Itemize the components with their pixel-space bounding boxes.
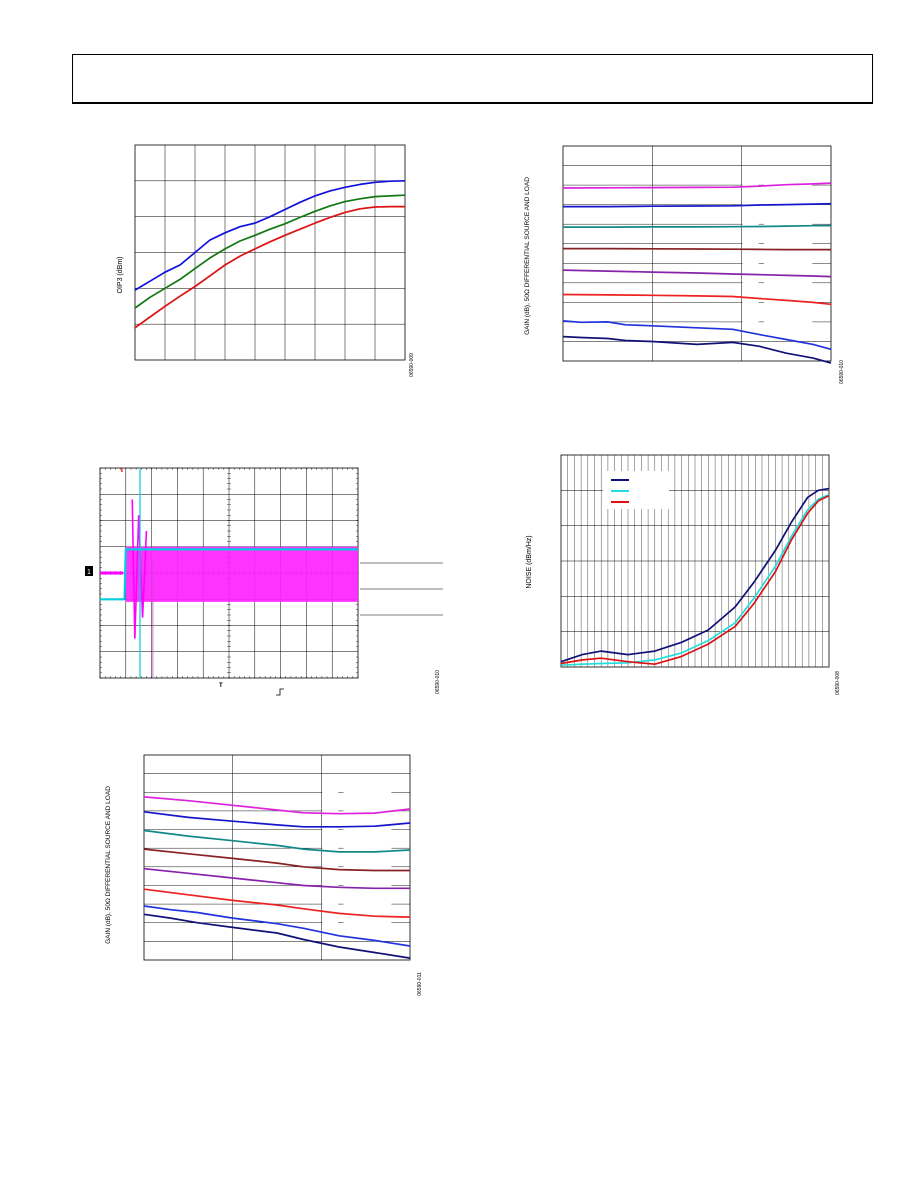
oip3-series-2	[134, 205, 405, 329]
gain-a-chart: GAIN (dB), 50Ω DIFFERENTIAL SOURCE AND L…	[524, 145, 845, 384]
gain-b-chart: GAIN (dB), 50Ω DIFFERENTIAL SOURCE AND L…	[105, 754, 423, 996]
noise-grid	[560, 454, 830, 668]
transient-cyan-step	[100, 548, 358, 601]
page-header	[72, 54, 873, 104]
gain_a-series-1	[563, 202, 832, 208]
gain_a-series-0	[562, 182, 832, 189]
oip3-series	[134, 179, 406, 329]
gain_b-series-1	[143, 810, 411, 828]
gain_b-series-5	[143, 888, 411, 918]
gain_a-series-6	[562, 320, 832, 351]
gain_b-series-2	[143, 829, 411, 853]
transient-burst-band	[125, 546, 358, 602]
oip3-ylabel: OIP3 (dBm)	[117, 257, 124, 294]
oip3-grid	[134, 144, 406, 361]
transient-ringing	[131, 499, 148, 639]
transient-annotations: 1 T	[85, 562, 443, 696]
gain_a-series-7	[562, 335, 832, 364]
noise-chart: NOISE (dBm/Hz) 06590-008	[526, 454, 841, 695]
noise-series-0	[560, 487, 830, 663]
gain-b-grid	[143, 754, 411, 961]
oip3-series-0	[134, 179, 406, 291]
gain-a-ylabel: GAIN (dB), 50Ω DIFFERENTIAL SOURCE AND L…	[524, 177, 531, 335]
transient-chart: 1 T 06590-010	[85, 467, 443, 696]
gain_b-series-0	[143, 796, 411, 815]
gain_b-plot-frame	[143, 754, 411, 961]
gain_b-series-7	[143, 913, 411, 959]
gain-b-series	[143, 796, 411, 959]
gain_b-series-6	[143, 905, 411, 947]
channel-marker: 1	[87, 569, 91, 576]
noise-series-1	[560, 493, 830, 667]
gain_a-series-3	[563, 247, 831, 251]
gain-a-ylabel-text: GAIN (dB), 50Ω DIFFERENTIAL SOURCE AND L…	[524, 177, 531, 335]
noise-legend	[603, 471, 669, 509]
gain-b-ylabel-text: GAIN (dB), 50Ω DIFFERENTIAL SOURCE AND L…	[105, 786, 112, 944]
channel-marker-box	[85, 566, 93, 576]
gain-b-ylabel: GAIN (dB), 50Ω DIFFERENTIAL SOURCE AND L…	[105, 786, 112, 944]
noise-series	[560, 487, 830, 667]
gain-a-grid	[562, 145, 832, 362]
oip3-figure-code: 06590-009	[409, 353, 415, 377]
gain_a-series-5	[562, 293, 832, 306]
gain_a-series-2	[563, 224, 832, 228]
oip3-chart: OIP3 (dBm) 06590-009	[117, 144, 415, 377]
noise-series-2	[560, 494, 830, 666]
gain_a-plot-frame	[562, 145, 832, 362]
transient-figure-code: 06590-010	[435, 670, 441, 694]
gain-a-figure-code: 06590-010	[839, 360, 845, 384]
oip3-series-1	[134, 194, 406, 309]
trigger-marker: T	[219, 683, 223, 689]
level-marker	[276, 688, 284, 696]
transient-series	[100, 468, 358, 678]
gain_b-series-3	[143, 848, 410, 872]
gain-b-figure-code: 06590-011	[417, 972, 423, 996]
gain_b-series-4	[143, 867, 410, 890]
gain-a-series	[562, 182, 832, 364]
noise-ylabel: NOISE (dBm/Hz)	[526, 535, 533, 588]
noise-figure-code: 06590-008	[835, 671, 841, 695]
gain_a-series-4	[562, 269, 832, 278]
